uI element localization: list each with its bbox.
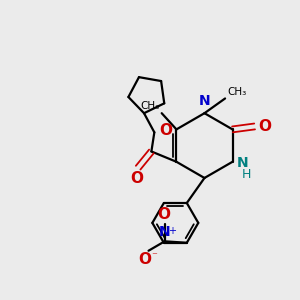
Text: O: O <box>130 171 143 186</box>
Text: O: O <box>158 207 171 222</box>
Text: H: H <box>242 168 251 181</box>
Text: CH₃: CH₃ <box>227 87 247 97</box>
Text: O: O <box>258 119 271 134</box>
Text: CH₃: CH₃ <box>140 101 159 111</box>
Text: O: O <box>159 123 172 138</box>
Text: +: + <box>168 226 176 236</box>
Text: N: N <box>158 225 170 239</box>
Text: ⁻: ⁻ <box>159 205 166 218</box>
Text: N: N <box>199 94 210 108</box>
Text: ⁻: ⁻ <box>152 251 157 261</box>
Text: O: O <box>138 253 151 268</box>
Text: N: N <box>237 156 249 170</box>
